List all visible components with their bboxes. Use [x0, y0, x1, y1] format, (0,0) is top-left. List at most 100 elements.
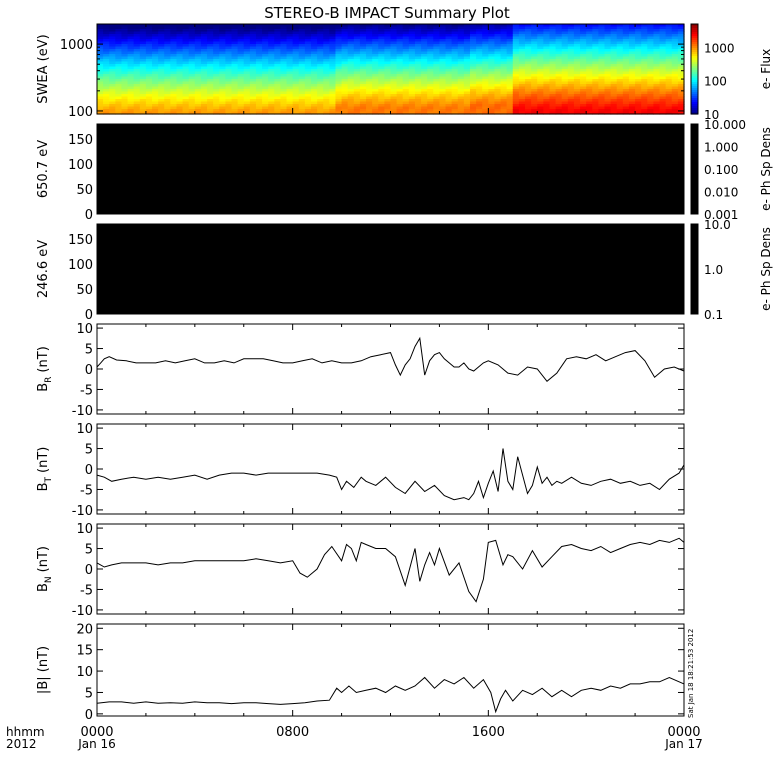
flux-cell — [543, 24, 551, 28]
flux-cell — [200, 29, 208, 33]
flux-cell — [304, 49, 312, 53]
flux-cell — [647, 74, 655, 78]
flux-cell — [231, 24, 239, 28]
flux-cell — [152, 56, 159, 60]
flux-cell — [463, 36, 471, 40]
flux-cell — [213, 96, 220, 100]
flux-cell — [347, 111, 355, 115]
series-line — [96, 448, 685, 501]
flux-cell — [512, 104, 520, 108]
flux-cell — [341, 41, 349, 45]
flux-cell — [518, 64, 526, 68]
flux-cell — [329, 26, 337, 30]
y-axis-label: |B| (nT) — [36, 646, 51, 694]
flux-cell — [622, 89, 630, 93]
flux-cell — [139, 39, 147, 43]
flux-cell — [152, 89, 159, 93]
flux-cell — [500, 64, 508, 68]
flux-cell — [109, 51, 116, 55]
flux-cell — [170, 94, 178, 98]
flux-cell — [200, 81, 208, 85]
flux-cell — [402, 64, 410, 68]
flux-cell — [506, 56, 514, 60]
flux-cell — [255, 109, 263, 113]
flux-cell — [292, 34, 300, 38]
flux-cell — [286, 26, 294, 30]
flux-cell — [225, 71, 233, 75]
flux-cell — [145, 74, 153, 78]
flux-cell — [158, 111, 165, 115]
flux-cell — [176, 34, 184, 38]
flux-cell — [335, 91, 343, 95]
flux-cell — [286, 24, 294, 28]
flux-cell — [641, 71, 648, 75]
flux-cell — [531, 99, 538, 103]
flux-cell — [335, 59, 343, 63]
flux-cell — [164, 79, 171, 83]
flux-cell — [311, 39, 318, 43]
flux-cell — [384, 61, 392, 65]
flux-cell — [121, 111, 129, 115]
flux-cell — [298, 76, 306, 80]
flux-cell — [133, 64, 141, 68]
flux-cell — [671, 41, 679, 45]
flux-cell — [469, 34, 477, 38]
flux-cell — [121, 81, 129, 85]
flux-cell — [402, 66, 410, 70]
flux-cell — [555, 104, 563, 108]
flux-cell — [194, 74, 202, 78]
flux-cell — [543, 106, 551, 110]
flux-cell — [396, 101, 404, 105]
flux-cell — [292, 59, 300, 63]
flux-cell — [237, 64, 245, 68]
flux-cell — [341, 44, 349, 48]
flux-cell — [488, 51, 496, 55]
flux-cell — [329, 39, 337, 43]
flux-cell — [445, 29, 453, 33]
flux-cell — [512, 89, 520, 93]
flux-cell — [335, 46, 343, 50]
flux-cell — [274, 74, 282, 78]
flux-cell — [176, 101, 184, 105]
flux-cell — [341, 69, 349, 73]
flux-cell — [335, 79, 343, 83]
flux-cell — [170, 51, 178, 55]
flux-cell — [500, 71, 508, 75]
flux-cell — [304, 99, 312, 103]
flux-cell — [170, 89, 178, 93]
flux-cell — [225, 76, 233, 80]
flux-cell — [262, 74, 269, 78]
flux-cell — [145, 26, 153, 30]
flux-cell — [152, 86, 159, 90]
flux-cell — [335, 86, 343, 90]
flux-cell — [433, 29, 441, 33]
flux-cell — [182, 71, 190, 75]
flux-cell — [396, 104, 404, 108]
flux-cell — [427, 51, 434, 55]
flux-cell — [641, 89, 648, 93]
flux-cell — [506, 109, 514, 113]
flux-cell — [586, 81, 593, 85]
flux-cell — [659, 64, 667, 68]
flux-cell — [317, 66, 324, 70]
flux-cell — [115, 106, 123, 110]
flux-cell — [433, 71, 441, 75]
flux-cell — [243, 46, 251, 50]
flux-cell — [677, 46, 685, 50]
flux-cell — [311, 109, 318, 113]
y-tick-label: -10 — [72, 604, 93, 619]
flux-cell — [390, 44, 398, 48]
flux-cell — [249, 104, 257, 108]
flux-cell — [463, 69, 471, 73]
flux-cell — [121, 56, 129, 60]
y-label-unit: (nT) — [36, 546, 51, 572]
flux-cell — [396, 96, 404, 100]
flux-cell — [494, 56, 502, 60]
flux-cell — [152, 79, 159, 83]
flux-cell — [445, 31, 453, 35]
flux-cell — [255, 36, 263, 40]
flux-cell — [341, 84, 349, 88]
flux-cell — [127, 71, 135, 75]
flux-cell — [573, 36, 581, 40]
